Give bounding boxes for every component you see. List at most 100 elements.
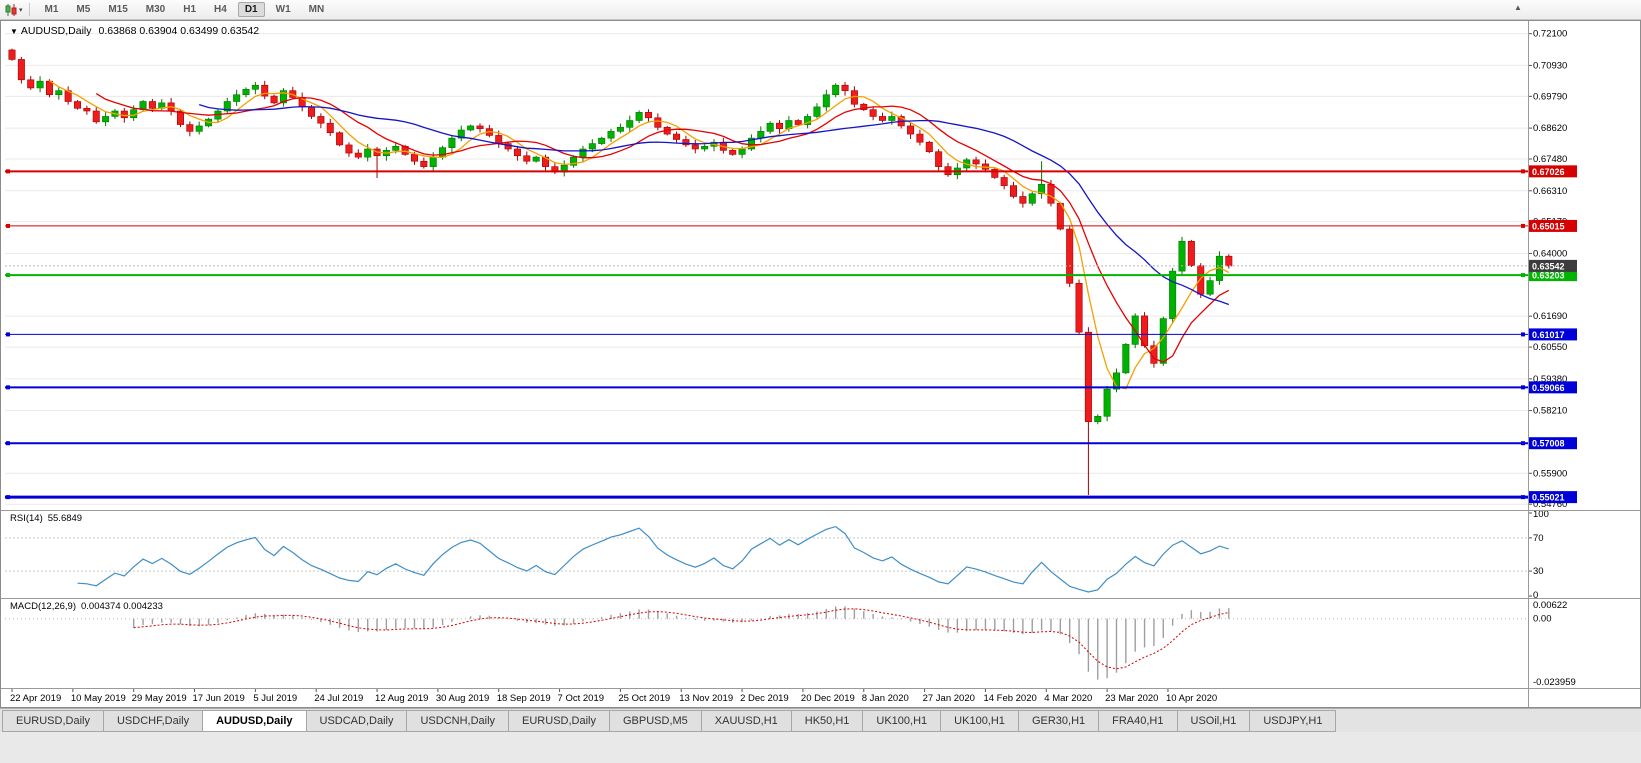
chart-tab-usdchf-daily[interactable]: USDCHF,Daily [102, 710, 204, 732]
hline-price-label[interactable] [1529, 165, 1577, 178]
candle-body [495, 135, 503, 144]
hline-price-label[interactable] [1529, 381, 1577, 394]
chart-tab-audusd-daily[interactable]: AUDUSD,Daily [202, 710, 307, 732]
candle-body [673, 133, 681, 140]
main-toolbar: ▾ M1 M5 M15 M30 H1 H4 D1 W1 MN ▲ [0, 0, 1641, 20]
price-axis-label: 0.54760 [1533, 499, 1567, 510]
candle-body [747, 137, 755, 150]
toolbar-separator [28, 3, 30, 16]
chevron-down-icon: ▾ [19, 6, 23, 14]
rsi-line [77, 525, 1229, 593]
candle-body [626, 120, 634, 128]
timeframe-button-h4[interactable]: H4 [214, 4, 227, 15]
date-axis-label: 10 Apr 2020 [1166, 693, 1217, 704]
chart-type-selector[interactable]: ▾ [4, 3, 26, 16]
candle-body [92, 110, 100, 123]
hline-right-handle[interactable] [1521, 223, 1525, 228]
fast-ma-line [49, 80, 1230, 390]
candle-body [1103, 388, 1111, 417]
candle-body [36, 80, 44, 89]
timeframe-button-mn[interactable]: MN [308, 4, 325, 15]
candle-body [102, 116, 110, 123]
chart-tab-xauusd-h1[interactable]: XAUUSD,H1 [700, 710, 792, 732]
macd-axis-label: -0.023959 [1533, 677, 1576, 688]
timeframe-button-m5[interactable]: M5 [76, 4, 91, 15]
timeframe-button-h1[interactable]: H1 [183, 4, 197, 15]
hline-right-handle[interactable] [1521, 332, 1525, 337]
timeframe-button-m1[interactable]: M1 [44, 4, 59, 15]
hline-price-label[interactable] [1529, 269, 1577, 282]
price-axis-label: 0.58210 [1533, 406, 1567, 417]
price-axis-label: 0.61690 [1533, 311, 1567, 322]
candle-body [457, 129, 465, 139]
hline-right-handle[interactable] [1521, 169, 1525, 174]
hline-left-handle[interactable] [6, 441, 10, 446]
candle-body [223, 101, 231, 112]
chart-tab-uk100-h1[interactable]: UK100,H1 [862, 710, 942, 732]
candle-body [1084, 331, 1092, 423]
hline-right-handle[interactable] [1521, 495, 1525, 500]
price-axis-label: 0.66310 [1533, 186, 1567, 197]
hline-price-label[interactable] [1529, 219, 1577, 232]
timeframe-button-w1[interactable]: W1 [275, 4, 291, 15]
candle-body [336, 132, 344, 146]
chart-tab-ger30-h1[interactable]: GER30,H1 [1017, 710, 1100, 732]
hline-right-handle[interactable] [1521, 441, 1525, 446]
candle-body [804, 116, 812, 125]
date-axis-label: 25 Oct 2019 [618, 693, 670, 704]
rsi-axis-label: 100 [1533, 509, 1549, 520]
chart-tab-eurusd-daily[interactable]: EURUSD,Daily [2, 710, 104, 732]
macd-axis-label: 0.00 [1533, 614, 1552, 625]
hline-left-handle[interactable] [6, 495, 10, 500]
date-axis-label: 8 Jan 2020 [862, 693, 909, 704]
rsi-axis-label: 30 [1533, 566, 1544, 577]
candle-body [195, 125, 203, 132]
hline-left-handle[interactable] [6, 385, 10, 390]
chart-canvas[interactable]: 0.72100 0.70930 0.69790 0.68620 0.67480 0.663… [0, 20, 1641, 708]
candle-body [1019, 196, 1027, 204]
chart-tab-hk50-h1[interactable]: HK50,H1 [790, 710, 864, 732]
chart-tab-usdcnh-daily[interactable]: USDCNH,Daily [406, 710, 510, 732]
candle-body [691, 144, 699, 150]
candle-body [1047, 183, 1055, 204]
hline-left-handle[interactable] [6, 169, 10, 174]
hline-right-handle[interactable] [1521, 273, 1525, 278]
chart-tab-eurusd-daily[interactable]: EURUSD,Daily [508, 710, 610, 732]
candle-body [598, 137, 606, 144]
candle-body [813, 106, 821, 117]
hline-left-handle[interactable] [6, 332, 10, 337]
chart-tab-fra40-h1[interactable]: FRA40,H1 [1098, 710, 1178, 732]
hline-left-handle[interactable] [6, 223, 10, 228]
timeframe-button-m30[interactable]: M30 [145, 4, 166, 15]
hline-right-handle[interactable] [1521, 385, 1525, 390]
chart-tab-usdcad-daily[interactable]: USDCAD,Daily [305, 710, 408, 732]
hline-price-label[interactable] [1529, 491, 1577, 504]
chart-tab-usdjpy-h1[interactable]: USDJPY,H1 [1249, 710, 1337, 732]
timeframe-button-m15[interactable]: M15 [108, 4, 128, 15]
candle-body [907, 125, 915, 135]
chart-background [0, 20, 1641, 708]
candle-body [476, 125, 484, 129]
current-price-label [1529, 259, 1577, 272]
scroll-up-icon[interactable]: ▲ [1514, 3, 1522, 12]
candle-body [148, 101, 156, 109]
hline-left-handle[interactable] [6, 273, 10, 278]
macd-signal-line [133, 608, 1229, 670]
hline-price-label[interactable] [1529, 437, 1577, 450]
chart-tab-uk100-h1[interactable]: UK100,H1 [940, 710, 1019, 732]
chart-tab-gbpusd-m5[interactable]: GBPUSD,M5 [609, 710, 702, 732]
candle-body [1187, 240, 1195, 266]
date-axis-label: 30 Aug 2019 [436, 693, 489, 704]
rsi-axis-label: 70 [1533, 533, 1544, 544]
candle-body [1094, 415, 1102, 423]
timeframe-button-d1[interactable]: D1 [237, 2, 265, 17]
macd-axis-label: 0.00622 [1533, 600, 1567, 611]
hline-price-label[interactable] [1529, 328, 1577, 341]
chart-tab-usoil-h1[interactable]: USOil,H1 [1176, 710, 1251, 732]
candle-body [878, 116, 886, 121]
candle-body [364, 148, 372, 158]
date-axis-label: 12 Aug 2019 [375, 693, 428, 704]
candle-body [270, 95, 278, 104]
candle-body [186, 124, 194, 132]
candle-body [832, 84, 840, 96]
